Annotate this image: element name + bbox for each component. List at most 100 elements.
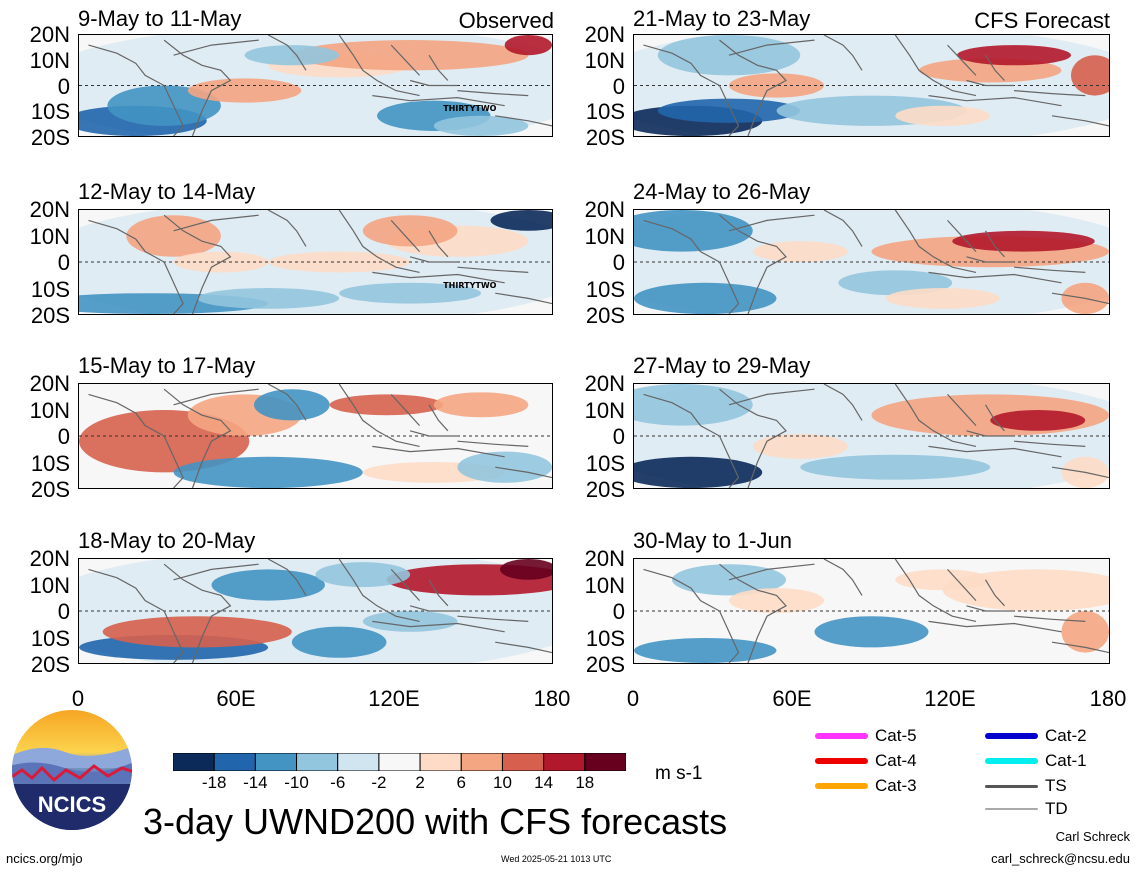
coastline-3: [267, 559, 307, 596]
lat-label-right-p4-3: 10S: [585, 625, 625, 651]
lat-label-left-p2-0: 20N: [29, 197, 70, 222]
map-panel-p2: THIRTYTWO: [78, 209, 553, 315]
lat-label-right-p2-0: 20N: [584, 197, 625, 222]
anomaly-blob-3: [254, 389, 330, 421]
ncics-logo: NCICS: [10, 708, 134, 832]
coastline-1: [719, 388, 787, 488]
colorbar-swatch-3: [296, 752, 339, 772]
coastline-7: [984, 404, 1005, 432]
colorbar-swatch-8: [501, 752, 545, 772]
colorbar-tick-6: 6: [456, 773, 466, 792]
coastline-9: [457, 90, 529, 97]
lat-label-right-p3-3: 10S: [585, 450, 625, 476]
lat-label-left-p4-0: 20N: [29, 546, 70, 571]
lat-label-right-p4-1: 10N: [584, 572, 625, 598]
anomaly-blob-4: [729, 588, 824, 614]
lat-label-right-p2-2: 0: [612, 250, 625, 275]
anomaly-blob-3: [211, 569, 325, 601]
lat-label-left-p1-1: 10N: [29, 47, 70, 73]
coastline-0: [88, 44, 184, 136]
map-panel-p1: THIRTYTWO: [78, 34, 553, 137]
coastline-3: [823, 210, 863, 247]
map-panel-p5: [633, 34, 1110, 137]
lat-label-right-p3-2: 0: [612, 424, 625, 449]
lat-label-left-p3-3: 10S: [30, 450, 70, 476]
coastline-5: [947, 568, 977, 602]
coastline-3: [267, 210, 307, 247]
lat-label-right-p4-4: 20S: [585, 652, 625, 677]
coastline-0: [88, 393, 184, 488]
colorbar: [172, 752, 627, 772]
anomaly-blob-9: [433, 115, 529, 136]
lon-label-120e-left: 120E: [368, 686, 420, 711]
anomaly-blob-6: [173, 456, 363, 488]
coastline-7: [984, 54, 1005, 81]
coastline-10: [1051, 292, 1109, 305]
coastline-8: [409, 256, 458, 263]
colorbar-swatch-0: [172, 752, 215, 772]
lat-label-right-p4-2: 0: [612, 599, 625, 624]
coastline-7: [428, 404, 449, 432]
map-panel-p4: [78, 558, 553, 664]
panel-title-p1: 9-May to 11-May: [78, 6, 242, 31]
legend-label-cat-1: Cat-1: [1045, 751, 1087, 770]
coastline-10: [495, 292, 552, 305]
lat-label-right-p2-3: 10S: [585, 276, 625, 302]
colorbar-tick-2: -10: [284, 773, 309, 792]
coastline-3: [267, 384, 307, 421]
lat-label-left-p2-2: 0: [57, 250, 70, 275]
panel-title-p6: 24-May to 26-May: [633, 179, 811, 204]
coastline-4: [894, 384, 977, 447]
coastline-8: [409, 605, 458, 612]
coastline-9: [1013, 90, 1086, 97]
colorbar-swatch-10: [584, 752, 627, 772]
coastline-8: [966, 79, 1014, 87]
anomaly-blob-9: [895, 105, 991, 126]
coastline-10: [495, 466, 552, 479]
anomaly-blob-8: [885, 288, 1000, 309]
colorbar-tick-4: -2: [371, 773, 387, 792]
colorbar-tick-8: 14: [534, 773, 554, 792]
map-panel-p6: [633, 209, 1110, 315]
lat-label-left-p4-4: 20S: [30, 652, 70, 677]
coastline-1: [163, 388, 232, 488]
legend-line-cat-3: [815, 783, 868, 789]
anomaly-blob-7: [895, 569, 991, 591]
lat-label-left-p1-3: 10S: [30, 99, 70, 125]
coastline-6: [928, 271, 1062, 284]
coastline-1: [163, 39, 232, 136]
colorbar-tick-3: -6: [330, 773, 346, 792]
coastline-5: [390, 219, 421, 253]
coastline-4: [894, 35, 977, 97]
coastline-5: [390, 393, 421, 427]
map-panel-p7: [633, 383, 1110, 489]
coastline-7: [984, 579, 1005, 607]
coastline-4: [894, 210, 977, 273]
panel-title-p8: 30-May to 1-Jun: [633, 528, 792, 553]
coastline-4: [338, 384, 420, 447]
coastline-10: [1051, 466, 1109, 479]
lat-label-right-p1-4: 20S: [585, 125, 625, 150]
footer-timestamp: Wed 2025-05-21 1013 UTC: [501, 854, 612, 864]
coastline-7: [428, 230, 449, 258]
coastline-6: [372, 271, 505, 284]
colorbar-swatch-7: [460, 752, 503, 772]
anomaly-blob-7: [800, 454, 991, 480]
legend-label-cat-3: Cat-3: [875, 776, 917, 795]
anomaly-blob-2: [107, 85, 221, 126]
lat-label-left-p4-2: 0: [57, 599, 70, 624]
coastline-6: [372, 445, 505, 458]
coastline-5: [947, 393, 977, 427]
coastline-9: [1013, 266, 1086, 273]
coastline-3: [267, 35, 307, 71]
anomaly-blob-6: [952, 230, 1095, 252]
main-title: 3-day UWND200 with CFS forecasts: [143, 801, 728, 842]
coastline-5: [947, 44, 977, 76]
anomaly-blob-1: [126, 215, 221, 257]
anomaly-blob-3: [752, 433, 848, 459]
coastline-9: [1013, 615, 1086, 622]
lat-label-right-p1-2: 0: [612, 73, 625, 99]
anomaly-blob-1: [634, 282, 777, 314]
legend-label-td: TD: [1045, 799, 1068, 818]
coastline-8: [966, 430, 1014, 437]
